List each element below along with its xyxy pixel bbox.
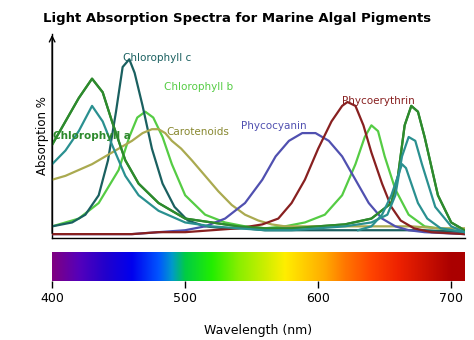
Text: Chlorophyll a: Chlorophyll a (54, 131, 131, 141)
Text: Light Absorption Spectra for Marine Algal Pigments: Light Absorption Spectra for Marine Alga… (43, 12, 431, 25)
Text: Chlorophyll b: Chlorophyll b (164, 82, 233, 92)
Text: Chlorophyll c: Chlorophyll c (123, 53, 191, 63)
Y-axis label: Absorption %: Absorption % (36, 97, 49, 175)
Text: Phycocyanin: Phycocyanin (241, 121, 307, 131)
Text: Phycoerythrin: Phycoerythrin (342, 96, 415, 106)
Text: Wavelength (nm): Wavelength (nm) (204, 324, 312, 337)
Text: Carotenoids: Carotenoids (166, 127, 229, 137)
